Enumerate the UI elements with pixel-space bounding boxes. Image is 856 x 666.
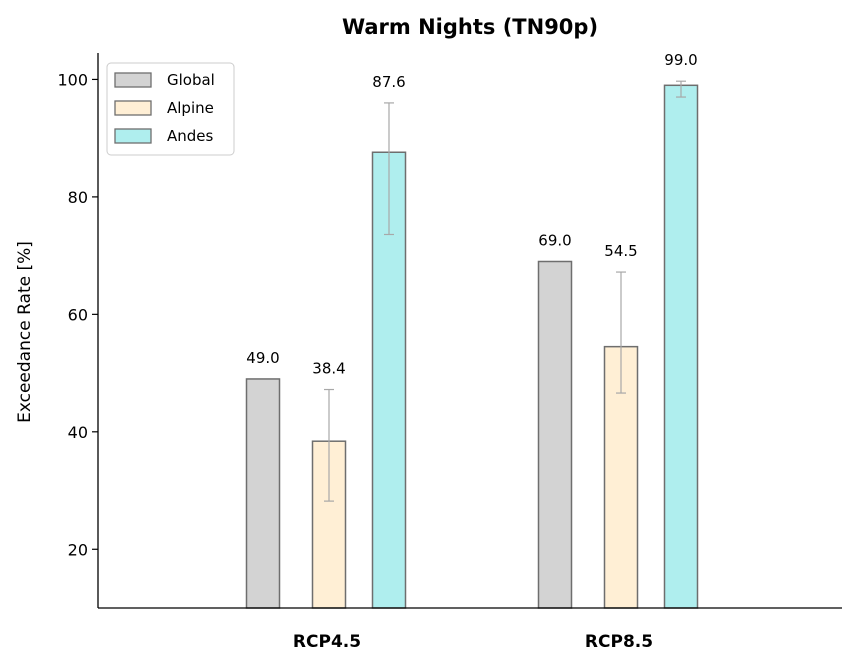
- legend-swatch-alpine: [114, 100, 152, 116]
- data-label: 38.4: [312, 360, 345, 378]
- data-label: 69.0: [538, 231, 571, 249]
- x-category-label: RCP8.5: [585, 632, 653, 652]
- bar-andes-rcp85: [663, 84, 699, 609]
- data-label: 49.0: [246, 349, 279, 367]
- error-bars-group: [324, 80, 686, 502]
- data-label: 54.5: [604, 242, 637, 260]
- error-bar-alpine-1: [616, 271, 626, 394]
- y-tick-label: 60: [68, 305, 88, 324]
- y-tick-label: 80: [68, 188, 88, 207]
- chart-title: Warm Nights (TN90p): [342, 15, 598, 39]
- y-tick-label: 100: [57, 70, 88, 89]
- legend-swatch-andes: [114, 128, 152, 144]
- bar-global-rcp85: [537, 260, 573, 609]
- legend: Global Alpine Andes: [106, 62, 235, 156]
- legend-label-andes: Andes: [167, 127, 214, 145]
- error-bar-andes-0: [384, 102, 394, 236]
- legend-swatch-global: [114, 72, 152, 88]
- legend-label-global: Global: [167, 71, 215, 89]
- y-tick-label: 40: [68, 423, 88, 442]
- data-label: 99.0: [664, 51, 697, 69]
- data-labels-group: 49.0 69.0 38.4 54.5 87.6 99.0: [246, 51, 697, 377]
- y-tick-label: 20: [68, 540, 88, 559]
- axes-group: 20 40 60 80 100 RCP4.5 RCP8.5: [57, 53, 842, 652]
- y-axis-label: Exceedance Rate [%]: [15, 241, 35, 423]
- legend-label-alpine: Alpine: [167, 99, 214, 117]
- x-category-label: RCP4.5: [293, 632, 361, 652]
- error-bar-andes-1: [676, 80, 686, 98]
- bar-global-rcp45: [245, 378, 281, 609]
- data-label: 87.6: [372, 73, 405, 91]
- bars-group: [245, 84, 699, 609]
- error-bar-alpine-0: [324, 388, 334, 502]
